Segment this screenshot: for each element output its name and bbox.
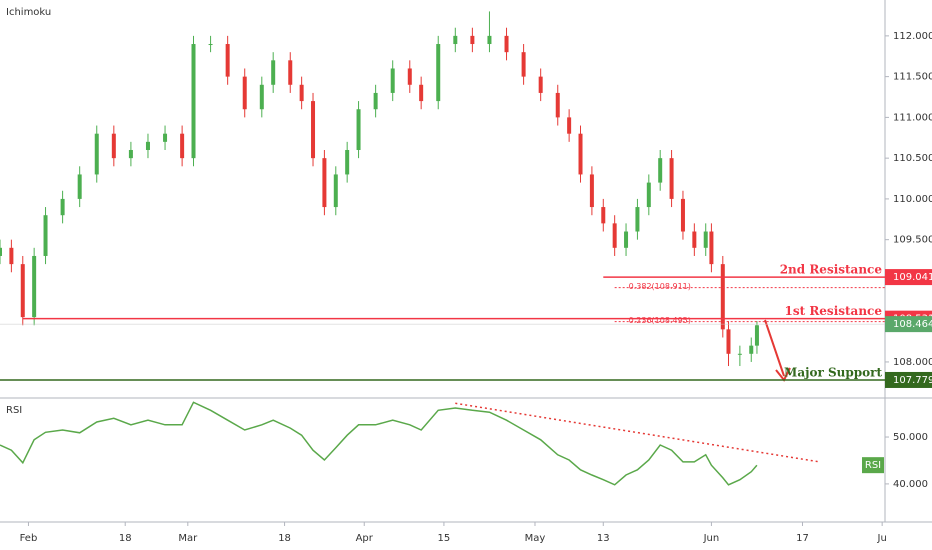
y-tick-label: 109.500: [893, 235, 932, 246]
rsi-line: [0, 401, 758, 486]
level-price: 109.041: [893, 272, 932, 283]
candle-body: [436, 44, 441, 102]
candle-body: [299, 84, 304, 102]
candle-body: [470, 35, 475, 45]
candle-body: [487, 35, 492, 45]
candle-body: [60, 198, 65, 216]
candle-body: [749, 345, 754, 354]
candle-body: [94, 133, 99, 175]
level-price: 107.779: [893, 375, 932, 386]
x-tick-label: May: [525, 533, 546, 544]
candle-body: [128, 149, 133, 159]
candle-body: [373, 92, 378, 110]
level-price-box: [885, 371, 932, 388]
x-tick-label: Apr: [356, 533, 374, 544]
last-price-label: 108.464: [893, 319, 932, 330]
candle-body: [333, 174, 338, 208]
candle-body: [20, 264, 25, 318]
x-tick-label: 15: [438, 533, 451, 544]
candle-body: [578, 133, 583, 175]
rsi-legend: RSI: [865, 460, 881, 471]
level-name: 1st Resistance: [785, 304, 883, 318]
candle-body: [288, 60, 293, 85]
candle-body: [32, 255, 37, 318]
candle-body: [601, 207, 606, 224]
x-tick-label: Ju: [877, 533, 887, 544]
x-tick-label: 17: [796, 533, 809, 544]
x-tick-label: 13: [597, 533, 610, 544]
y-tick-label: 111.000: [893, 112, 932, 123]
candle-body: [77, 174, 82, 199]
fib-label: 0.236(108.495): [629, 316, 691, 325]
level-name: Major Support: [784, 365, 882, 379]
level-price-box: [885, 269, 932, 286]
candle-body: [567, 117, 572, 134]
candle-body: [43, 215, 48, 256]
rsi-title: RSI: [6, 405, 22, 416]
candle-body: [624, 231, 629, 248]
x-tick-label: 18: [119, 533, 132, 544]
level-name: 2nd Resistance: [780, 263, 883, 277]
candle-body: [0, 247, 2, 256]
candle-body: [692, 231, 697, 248]
candle-body: [680, 198, 685, 232]
candle-body: [538, 76, 543, 93]
candle-body: [271, 60, 276, 85]
candle-body: [225, 44, 230, 77]
candle-body: [453, 35, 458, 45]
candle-body: [407, 68, 412, 85]
y-tick-label: 111.500: [893, 72, 932, 83]
candle-body: [208, 44, 213, 46]
candle-body: [504, 35, 509, 53]
candle-body: [242, 76, 247, 110]
candle-body: [703, 231, 708, 248]
x-tick-label: Mar: [178, 533, 198, 544]
candle-body: [737, 353, 742, 355]
candle-body: [111, 133, 116, 159]
y-tick-label: 110.500: [893, 153, 932, 164]
rsi-legend-box: [862, 457, 884, 474]
candle-body: [9, 247, 14, 265]
x-tick-label: Feb: [20, 533, 38, 544]
indicator-title: Ichimoku: [6, 7, 51, 18]
candle-body: [658, 158, 663, 183]
rsi-y-tick-label: 40.000: [893, 479, 928, 490]
candle-body: [726, 329, 731, 354]
candle-body: [145, 141, 150, 150]
candle-body: [356, 109, 361, 150]
candle-body: [521, 52, 526, 77]
candle-body: [191, 44, 196, 159]
candle-body: [555, 92, 560, 118]
candle-body: [612, 223, 617, 248]
candle-body: [419, 84, 424, 102]
candle-body: [163, 133, 168, 142]
y-tick-label: 110.000: [893, 194, 932, 205]
candle-body: [589, 174, 594, 208]
candle-body: [390, 68, 395, 93]
y-tick-label: 112.000: [893, 31, 932, 42]
y-tick-label: 108.000: [893, 357, 932, 368]
candle-body: [720, 264, 725, 330]
candle-body: [669, 158, 674, 199]
candle-body: [259, 84, 264, 110]
candle-body: [635, 207, 640, 232]
candle-body: [311, 101, 316, 159]
candle-body: [322, 158, 327, 208]
candle-body: [754, 325, 759, 346]
x-tick-label: Jun: [703, 533, 720, 544]
candle-body: [180, 133, 185, 159]
last-price-box: [885, 316, 932, 333]
fib-label: 0.382(108.911): [629, 282, 691, 291]
x-tick-label: 18: [278, 533, 291, 544]
rsi-trendline: [455, 402, 820, 463]
rsi-y-tick-label: 50.000: [893, 432, 928, 443]
candle-body: [709, 231, 714, 265]
candle-body: [646, 182, 651, 208]
candle-body: [345, 149, 350, 175]
